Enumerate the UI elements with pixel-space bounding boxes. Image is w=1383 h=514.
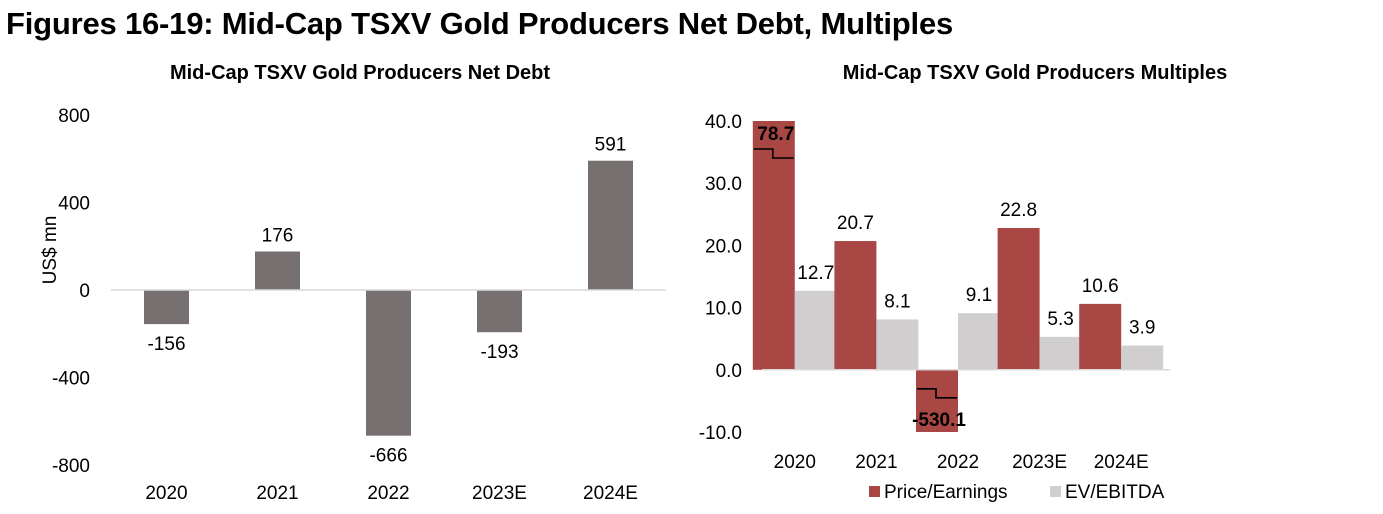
- net-debt-x-tick-label: 2022: [367, 483, 409, 504]
- pe-bar: [834, 241, 877, 370]
- axis-break-marker: [917, 388, 957, 399]
- ev-ebitda-data-label: 12.7: [797, 263, 834, 284]
- ev-ebitda-data-label: 9.1: [966, 285, 992, 306]
- pe-data-label: 10.6: [1082, 276, 1119, 297]
- multiples-y-tick-label: 0.0: [716, 361, 742, 382]
- ev-ebitda-data-label: 3.9: [1129, 318, 1155, 339]
- pe-data-label: 78.7: [757, 124, 794, 145]
- net-debt-bar: [255, 251, 300, 290]
- multiples-x-tick-label: 2021: [855, 452, 897, 473]
- net-debt-data-label: 176: [262, 226, 294, 247]
- net-debt-y-tick-label: 400: [58, 194, 90, 215]
- net-debt-bar: [477, 290, 522, 333]
- net-debt-data-label: -193: [480, 342, 518, 363]
- pe-data-label: -530.1: [912, 410, 966, 431]
- legend-swatch-price-earnings: [869, 486, 880, 497]
- net-debt-x-tick-label: 2021: [256, 483, 298, 504]
- net-debt-bar: [588, 160, 633, 290]
- figure-title: Figures 16-19: Mid-Cap TSXV Gold Produce…: [6, 6, 954, 41]
- multiples-x-tick-label: 2024E: [1094, 452, 1149, 473]
- pe-data-label: 20.7: [837, 213, 874, 234]
- multiples-x-tick-label: 2022: [937, 452, 979, 473]
- multiples-y-tick-label: 20.0: [705, 236, 742, 257]
- net-debt-y-tick-label: 800: [58, 106, 90, 127]
- ev-ebitda-data-label: 5.3: [1047, 309, 1073, 330]
- multiples-y-tick-label: 10.0: [705, 299, 742, 320]
- legend-label-ev-ebitda: EV/EBITDA: [1065, 482, 1165, 503]
- ev-ebitda-data-label: 8.1: [884, 291, 910, 312]
- pe-bar: [1079, 303, 1122, 370]
- pe-bar: [997, 227, 1040, 370]
- net-debt-bar: [366, 290, 411, 436]
- net-debt-x-tick-label: 2020: [145, 483, 187, 504]
- net-debt-chart-title: Mid-Cap TSXV Gold Producers Net Debt: [170, 62, 550, 84]
- net-debt-y-tick-label: 0: [79, 281, 90, 302]
- pe-bar: [916, 369, 958, 432]
- pe-bar: [752, 121, 795, 370]
- legend-swatch-ev-ebitda: [1050, 486, 1061, 497]
- multiples-chart-title: Mid-Cap TSXV Gold Producers Multiples: [843, 62, 1227, 84]
- net-debt-data-label: 591: [595, 135, 627, 156]
- net-debt-bar: [144, 290, 189, 325]
- pe-data-label: 22.8: [1000, 200, 1037, 221]
- multiples-x-tick-label: 2023E: [1012, 452, 1067, 473]
- net-debt-y-axis-label: US$ mn: [40, 216, 61, 285]
- legend-label-price-earnings: Price/Earnings: [884, 482, 1008, 503]
- net-debt-data-label: -156: [147, 334, 185, 355]
- multiples-y-tick-label: 40.0: [705, 112, 742, 133]
- net-debt-x-tick-label: 2024E: [583, 483, 638, 504]
- net-debt-chart: Mid-Cap TSXV Gold Producers Net Debt US$…: [40, 62, 666, 504]
- ev-ebitda-bar: [1121, 345, 1164, 370]
- net-debt-data-label: -666: [369, 446, 407, 467]
- net-debt-y-tick-label: -400: [52, 369, 90, 390]
- multiples-chart: Mid-Cap TSXV Gold Producers Multiples 40…: [699, 62, 1228, 503]
- axis-break-marker: [753, 148, 794, 159]
- ev-ebitda-bar: [1039, 336, 1082, 370]
- net-debt-x-tick-label: 2023E: [472, 483, 527, 504]
- ev-ebitda-bar: [794, 290, 837, 370]
- multiples-y-tick-label: 30.0: [705, 174, 742, 195]
- ev-ebitda-bar: [958, 313, 1000, 370]
- multiples-y-tick-label: -10.0: [699, 423, 742, 444]
- net-debt-y-tick-label: -800: [52, 456, 90, 477]
- multiples-legend: Price/Earnings EV/EBITDA: [869, 482, 1165, 503]
- multiples-x-tick-label: 2020: [774, 452, 816, 473]
- ev-ebitda-bar: [876, 319, 919, 370]
